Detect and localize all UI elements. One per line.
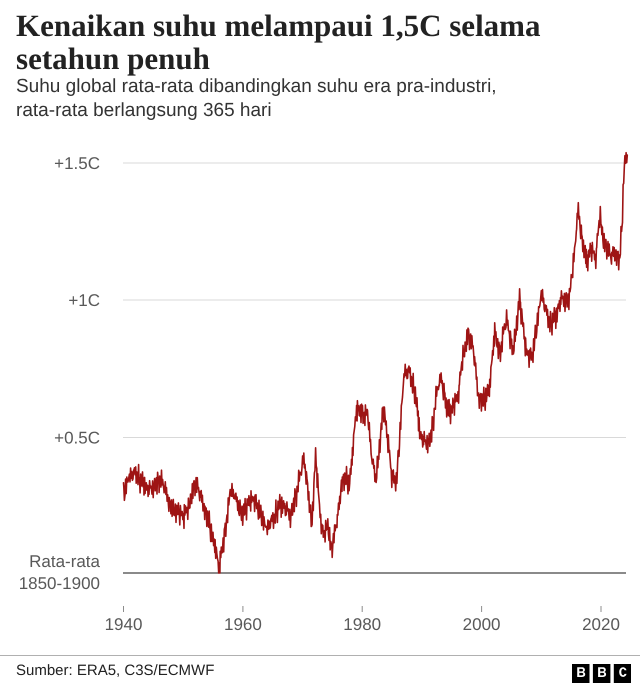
- svg-text:+1C: +1C: [68, 291, 100, 310]
- svg-text:2000: 2000: [463, 615, 501, 634]
- svg-text:1850-1900: 1850-1900: [19, 574, 100, 593]
- svg-text:Rata-rata: Rata-rata: [29, 552, 100, 571]
- svg-text:1940: 1940: [105, 615, 143, 634]
- svg-text:+0.5C: +0.5C: [54, 429, 100, 448]
- svg-text:1960: 1960: [224, 615, 262, 634]
- svg-text:2020: 2020: [582, 615, 620, 634]
- svg-text:+1.5C: +1.5C: [54, 154, 100, 173]
- svg-text:1980: 1980: [343, 615, 381, 634]
